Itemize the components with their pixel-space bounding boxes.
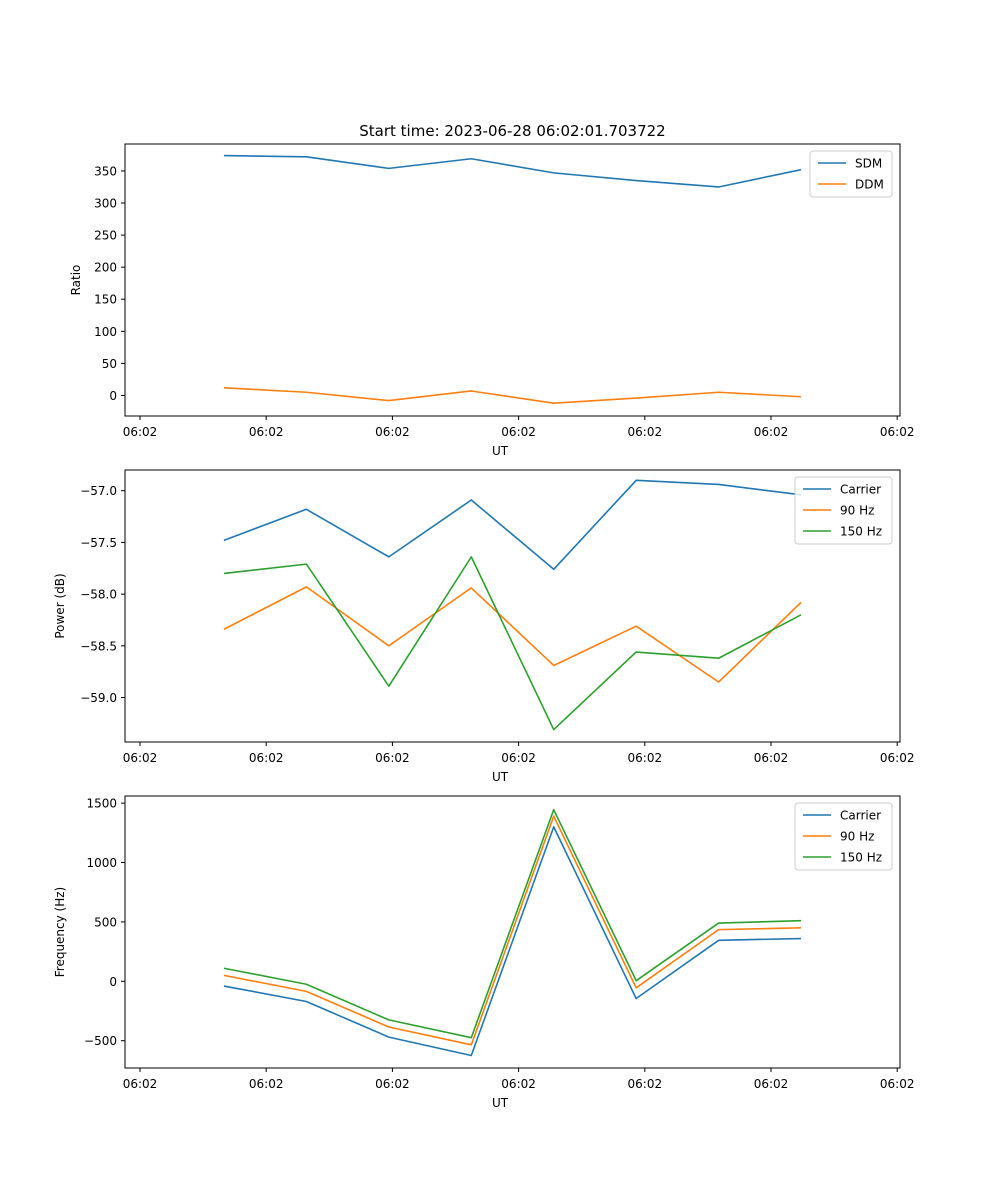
y-tick-label: −58.0 xyxy=(80,588,117,602)
y-tick-label: 150 xyxy=(94,293,117,307)
x-tick-label: 06:02 xyxy=(123,425,158,439)
y-tick-label: 200 xyxy=(94,261,117,275)
y-tick-label: 500 xyxy=(94,915,117,929)
x-tick-label: 06:02 xyxy=(501,425,536,439)
y-tick-label: 50 xyxy=(102,357,117,371)
legend-box xyxy=(794,802,893,871)
series-line-150-hz xyxy=(223,556,802,731)
x-tick-label: 06:02 xyxy=(754,751,789,765)
legend-label: 150 Hz xyxy=(840,851,882,865)
y-tick-label: 1500 xyxy=(86,797,117,811)
legend-label: SDM xyxy=(855,157,882,171)
series-line-carrier xyxy=(223,479,802,571)
x-tick-label: 06:02 xyxy=(628,1077,663,1091)
legend-box xyxy=(794,476,893,545)
x-tick-label: 06:02 xyxy=(123,1077,158,1091)
axes-frame xyxy=(124,143,901,417)
series-line-sdm xyxy=(223,154,802,188)
y-tick-label: 0 xyxy=(109,975,117,989)
x-axis-label: UT xyxy=(492,444,509,458)
x-tick-label: 06:02 xyxy=(880,425,915,439)
y-tick-label: −59.0 xyxy=(80,691,117,705)
chart-panel-2: 06:0206:0206:0206:0206:0206:0206:0206:03… xyxy=(53,469,915,784)
series-line-90-hz xyxy=(223,815,802,1046)
x-tick-label: 06:02 xyxy=(880,1077,915,1091)
series-line-150-hz xyxy=(223,808,802,1039)
chart-panel-3: 06:0206:0206:0206:0206:0206:0206:0206:03… xyxy=(53,795,915,1110)
x-tick-label: 06:02 xyxy=(123,751,158,765)
axes-frame xyxy=(124,795,901,1069)
x-tick-label: 06:02 xyxy=(375,425,410,439)
legend-label: 90 Hz xyxy=(840,504,874,518)
x-tick-label: 06:02 xyxy=(375,1077,410,1091)
legend-label: Carrier xyxy=(840,809,881,823)
x-tick-label: 06:02 xyxy=(249,1077,284,1091)
y-tick-label: 0 xyxy=(109,389,117,403)
y-tick-label: 350 xyxy=(94,164,117,178)
y-tick-label: −57.0 xyxy=(80,484,117,498)
x-tick-label: 06:02 xyxy=(754,425,789,439)
figure-title: Start time: 2023-06-28 06:02:01.703722 xyxy=(359,122,665,140)
x-tick-label: 06:02 xyxy=(628,425,663,439)
y-tick-label: −500 xyxy=(84,1034,117,1048)
y-axis-label: Power (dB) xyxy=(53,573,67,638)
legend-label: DDM xyxy=(855,178,884,192)
x-axis-label: UT xyxy=(492,1096,509,1110)
x-tick-label: 06:02 xyxy=(501,751,536,765)
series-line-carrier xyxy=(223,826,802,1057)
y-axis-label: Ratio xyxy=(69,265,83,296)
x-tick-label: 06:02 xyxy=(249,425,284,439)
legend-label: Carrier xyxy=(840,483,881,497)
x-tick-label: 06:02 xyxy=(501,1077,536,1091)
y-tick-label: −57.5 xyxy=(80,536,117,550)
axes-frame xyxy=(124,469,901,743)
y-tick-label: 250 xyxy=(94,229,117,243)
series-line-90-hz xyxy=(223,586,802,683)
y-tick-label: 100 xyxy=(94,325,117,339)
x-tick-label: 06:02 xyxy=(754,1077,789,1091)
legend-label: 90 Hz xyxy=(840,830,874,844)
x-tick-label: 06:02 xyxy=(375,751,410,765)
y-tick-label: 300 xyxy=(94,197,117,211)
series-line-ddm xyxy=(223,386,802,404)
x-tick-label: 06:02 xyxy=(249,751,284,765)
y-axis-label: Frequency (Hz) xyxy=(53,887,67,978)
chart-panel-1: 06:0206:0206:0206:0206:0206:0206:0206:03… xyxy=(69,143,915,458)
x-axis-label: UT xyxy=(492,770,509,784)
x-tick-label: 06:02 xyxy=(880,751,915,765)
y-tick-label: −58.5 xyxy=(80,639,117,653)
x-tick-label: 06:02 xyxy=(628,751,663,765)
y-tick-label: 1000 xyxy=(86,856,117,870)
legend-label: 150 Hz xyxy=(840,525,882,539)
